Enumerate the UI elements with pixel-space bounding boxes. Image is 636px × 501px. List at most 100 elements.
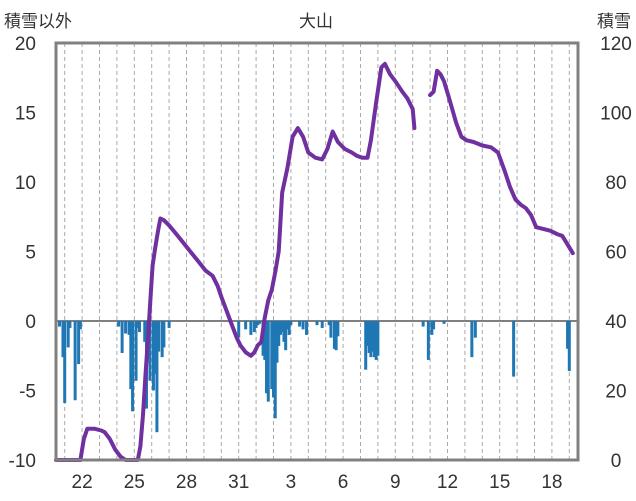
bar <box>77 321 81 365</box>
x-tick-label: 31 <box>228 472 249 493</box>
bar <box>254 321 258 328</box>
x-axis-ticks: 22 25 28 31 3 6 9 12 15 18 <box>72 472 563 493</box>
bar <box>143 321 147 342</box>
bar <box>367 321 371 353</box>
x-tick-label: 3 <box>286 472 297 493</box>
bar <box>124 321 128 334</box>
bar <box>332 321 336 349</box>
bars-series <box>57 321 571 433</box>
bar <box>320 321 324 328</box>
bar <box>374 321 378 360</box>
bar <box>512 321 516 377</box>
bar <box>421 321 425 327</box>
right-tick-label: 40 <box>605 312 626 333</box>
bar <box>369 321 373 358</box>
bar <box>237 321 241 338</box>
bar <box>327 321 331 326</box>
bar <box>136 321 140 328</box>
bar <box>167 321 171 328</box>
bar <box>265 321 269 394</box>
bar <box>301 321 305 330</box>
x-tick-label: 15 <box>489 472 510 493</box>
bar <box>138 321 142 333</box>
bar <box>277 321 281 347</box>
bar <box>249 321 253 335</box>
bar <box>129 321 133 390</box>
bar <box>336 321 340 337</box>
x-tick-label: 6 <box>338 472 349 493</box>
x-tick-label: 28 <box>176 472 197 493</box>
bar <box>127 321 131 335</box>
bar <box>263 321 267 360</box>
vertical-grid <box>64 43 570 460</box>
bar <box>473 321 477 338</box>
bar <box>266 321 270 402</box>
bar <box>160 321 164 358</box>
bar <box>430 321 434 335</box>
left-tick-label: 20 <box>15 34 36 55</box>
bar <box>134 321 138 381</box>
left-axis-label: 積雪以外 <box>4 12 72 32</box>
bar <box>470 321 474 358</box>
bar <box>334 321 338 351</box>
bar <box>120 321 124 353</box>
plot-frame <box>54 41 580 462</box>
bar <box>567 321 571 372</box>
bar <box>68 321 72 328</box>
bar <box>280 321 284 333</box>
left-tick-label: 15 <box>15 104 36 125</box>
bar <box>272 321 275 398</box>
bar <box>289 321 293 326</box>
bar <box>117 321 121 327</box>
bar <box>252 321 256 333</box>
bar <box>442 321 446 324</box>
bar <box>365 321 369 347</box>
bar <box>372 321 376 358</box>
bar <box>244 321 248 330</box>
bar <box>285 321 289 330</box>
bar <box>270 321 274 390</box>
x-tick-label: 25 <box>124 472 145 493</box>
bar <box>275 321 279 363</box>
bar <box>258 321 262 324</box>
bar <box>155 321 159 433</box>
left-tick-label: 5 <box>25 243 36 264</box>
left-tick-label: -5 <box>19 382 36 403</box>
right-tick-label: 60 <box>605 243 626 264</box>
bar <box>371 321 375 352</box>
bar <box>298 321 302 327</box>
bar <box>153 321 157 374</box>
left-tick-label: 0 <box>25 312 36 333</box>
right-axis-ticks: 0 20 40 60 80 100 120 <box>600 34 632 472</box>
left-tick-label: -10 <box>9 451 36 472</box>
bar <box>131 321 135 412</box>
bar <box>157 321 161 352</box>
bar <box>364 321 368 370</box>
bar <box>61 321 65 358</box>
right-tick-label: 0 <box>611 451 622 472</box>
x-tick-label: 9 <box>390 472 401 493</box>
bar <box>63 321 67 404</box>
right-tick-label: 80 <box>605 173 626 194</box>
right-axis-label: 積雪 <box>597 12 631 32</box>
bar <box>282 321 286 342</box>
snow-depth-segment <box>428 68 575 256</box>
x-tick-label: 12 <box>437 472 458 493</box>
bar <box>66 321 70 348</box>
bar <box>315 321 319 326</box>
right-tick-label: 20 <box>605 382 626 403</box>
chart-title: 大山 <box>299 12 333 32</box>
bar <box>278 321 282 335</box>
left-tick-label: 10 <box>15 173 36 194</box>
bar <box>148 321 152 381</box>
x-tick-label: 18 <box>541 472 562 493</box>
bar <box>256 321 260 326</box>
x-tick-label: 22 <box>72 472 93 493</box>
right-tick-label: 120 <box>600 34 632 55</box>
bar <box>329 321 333 338</box>
bar <box>151 321 155 391</box>
bar <box>432 321 436 330</box>
bar <box>73 321 77 401</box>
left-axis-ticks: -10 -5 0 5 10 15 20 <box>9 34 36 472</box>
bar <box>305 321 309 335</box>
